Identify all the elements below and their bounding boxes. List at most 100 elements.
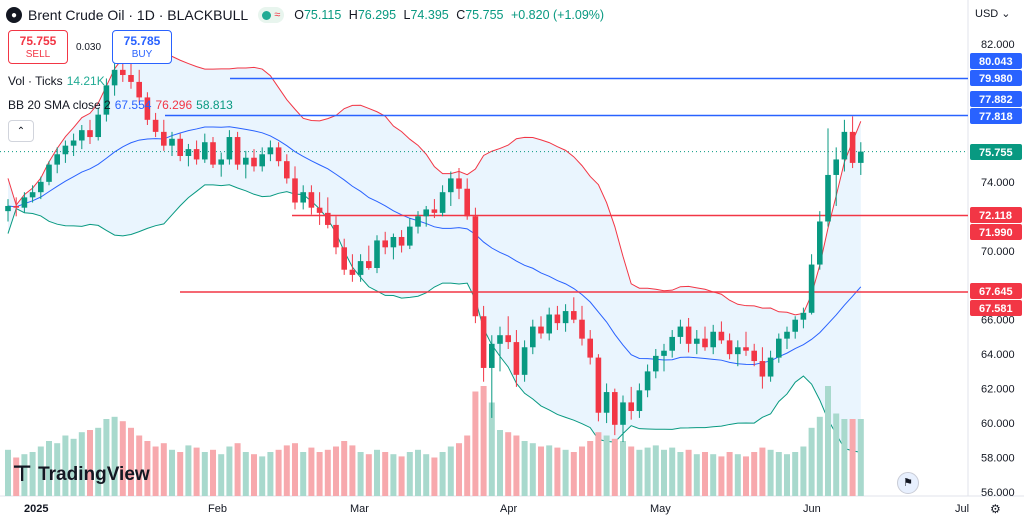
us-flag-icon[interactable]: ⚑ bbox=[897, 472, 919, 494]
candle-body[interactable] bbox=[858, 151, 864, 163]
candle-body[interactable] bbox=[29, 192, 36, 198]
candle-body[interactable] bbox=[472, 216, 479, 317]
candle-body[interactable] bbox=[152, 119, 159, 132]
candle-body[interactable] bbox=[710, 331, 716, 348]
candle-body[interactable] bbox=[743, 347, 749, 351]
candle-body[interactable] bbox=[776, 338, 782, 358]
candle-body[interactable] bbox=[251, 157, 257, 167]
candle-body[interactable] bbox=[161, 131, 167, 146]
candle-body[interactable] bbox=[292, 178, 298, 203]
candle-body[interactable] bbox=[685, 326, 692, 344]
candle-body[interactable] bbox=[562, 311, 569, 324]
candle-body[interactable] bbox=[169, 138, 175, 146]
collapse-legend-button[interactable]: ⌃ bbox=[8, 120, 34, 142]
candle-body[interactable] bbox=[784, 331, 790, 339]
candle-body[interactable] bbox=[538, 326, 544, 334]
candle-body[interactable] bbox=[333, 224, 339, 248]
candle-body[interactable] bbox=[579, 319, 585, 339]
candle-body[interactable] bbox=[366, 261, 372, 268]
candle-body[interactable] bbox=[284, 161, 290, 179]
candle-body[interactable] bbox=[587, 338, 593, 358]
candle-body[interactable] bbox=[808, 264, 815, 313]
candle-body[interactable] bbox=[751, 350, 757, 362]
gear-icon[interactable]: ⚙ bbox=[990, 502, 1001, 516]
candle-body[interactable] bbox=[13, 205, 19, 208]
candle-body[interactable] bbox=[185, 149, 192, 156]
currency-label[interactable]: USD ⌄ bbox=[975, 7, 1011, 20]
tradingview-logo[interactable]: ⊤ TradingView bbox=[12, 462, 150, 487]
candle-body[interactable] bbox=[308, 192, 315, 208]
candle-body[interactable] bbox=[349, 269, 356, 275]
candle-body[interactable] bbox=[144, 97, 151, 120]
candle-body[interactable] bbox=[210, 142, 216, 165]
candle-body[interactable] bbox=[136, 81, 142, 98]
candle-body[interactable] bbox=[841, 131, 848, 160]
candle-body[interactable] bbox=[300, 192, 306, 203]
candle-body[interactable] bbox=[415, 216, 421, 227]
candle-body[interactable] bbox=[849, 131, 856, 163]
candle-body[interactable] bbox=[571, 311, 577, 320]
candle-body[interactable] bbox=[70, 140, 77, 146]
candle-body[interactable] bbox=[275, 147, 282, 162]
bollinger-legend[interactable]: BB 20 SMA close 2 67.554 76.296 58.813 bbox=[8, 98, 233, 112]
symbol-logo-icon[interactable]: ● bbox=[6, 7, 22, 23]
candle-body[interactable] bbox=[87, 130, 93, 138]
sell-button[interactable]: 75.755 SELL bbox=[8, 30, 68, 64]
candle-body[interactable] bbox=[439, 192, 446, 213]
candle-body[interactable] bbox=[513, 342, 520, 375]
candle-body[interactable] bbox=[480, 316, 487, 368]
symbol-title[interactable]: Brent Crude Oil · 1D · BLACKBULL bbox=[28, 7, 249, 23]
candle-body[interactable] bbox=[636, 390, 643, 412]
candle-body[interactable] bbox=[464, 188, 470, 217]
buy-button[interactable]: 75.785 BUY bbox=[112, 30, 172, 64]
candle-body[interactable] bbox=[603, 392, 610, 413]
candle-body[interactable] bbox=[202, 142, 208, 160]
candle-body[interactable] bbox=[120, 69, 126, 76]
candle-body[interactable] bbox=[677, 326, 684, 337]
candle-body[interactable] bbox=[103, 85, 110, 115]
candle-body[interactable] bbox=[243, 157, 249, 165]
candle-body[interactable] bbox=[505, 335, 511, 343]
candle-body[interactable] bbox=[546, 314, 552, 334]
candle-body[interactable] bbox=[259, 154, 265, 167]
candle-body[interactable] bbox=[177, 138, 183, 156]
candle-body[interactable] bbox=[644, 371, 651, 391]
candle-body[interactable] bbox=[382, 240, 388, 248]
candle-body[interactable] bbox=[423, 209, 429, 217]
candle-body[interactable] bbox=[21, 197, 28, 208]
candle-body[interactable] bbox=[448, 178, 454, 193]
candle-body[interactable] bbox=[825, 174, 831, 222]
candle-body[interactable] bbox=[833, 159, 839, 175]
candle-body[interactable] bbox=[193, 149, 200, 160]
candle-body[interactable] bbox=[62, 145, 69, 155]
candle-body[interactable] bbox=[530, 326, 536, 348]
candle-body[interactable] bbox=[234, 137, 241, 165]
candle-body[interactable] bbox=[357, 261, 364, 275]
candle-body[interactable] bbox=[407, 226, 413, 246]
candle-body[interactable] bbox=[316, 207, 323, 213]
candle-body[interactable] bbox=[489, 343, 495, 368]
candle-body[interactable] bbox=[54, 154, 60, 165]
candle-body[interactable] bbox=[694, 338, 700, 344]
candle-body[interactable] bbox=[497, 335, 503, 344]
candle-body[interactable] bbox=[653, 355, 659, 372]
candle-body[interactable] bbox=[726, 340, 733, 355]
candle-body[interactable] bbox=[554, 314, 561, 324]
candle-body[interactable] bbox=[767, 357, 774, 377]
candle-body[interactable] bbox=[398, 236, 405, 246]
candle-body[interactable] bbox=[390, 236, 397, 248]
candle-body[interactable] bbox=[128, 75, 134, 82]
volume-legend[interactable]: Vol · Ticks 14.21K bbox=[8, 74, 105, 88]
candle-body[interactable] bbox=[800, 312, 807, 320]
candle-body[interactable] bbox=[702, 338, 708, 348]
candle-body[interactable] bbox=[456, 178, 462, 189]
candle-body[interactable] bbox=[735, 347, 741, 355]
candle-body[interactable] bbox=[595, 357, 602, 413]
candle-body[interactable] bbox=[38, 181, 44, 193]
candle-body[interactable] bbox=[46, 164, 52, 182]
candle-body[interactable] bbox=[620, 402, 626, 425]
candle-body[interactable] bbox=[759, 361, 766, 377]
candle-body[interactable] bbox=[612, 392, 618, 425]
candle-body[interactable] bbox=[226, 137, 233, 160]
